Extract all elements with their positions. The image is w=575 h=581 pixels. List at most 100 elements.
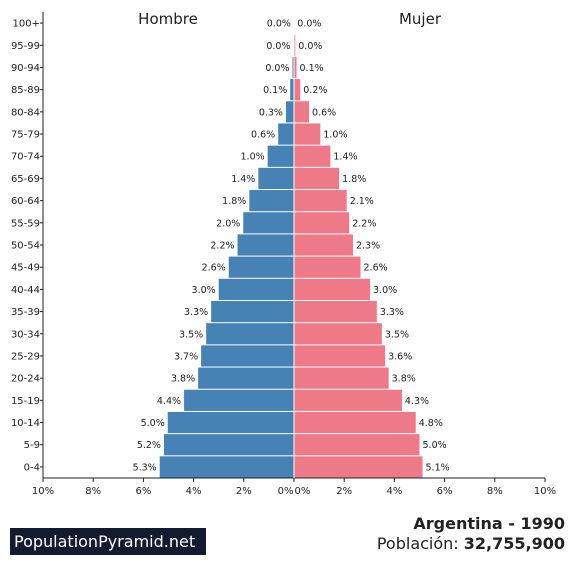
male-percent-label: 2.0% <box>216 218 240 229</box>
female-bar <box>294 34 296 56</box>
male-bar <box>285 101 294 123</box>
female-bar <box>294 300 377 323</box>
male-percent-label: 0.3% <box>259 107 283 118</box>
female-percent-label: 3.6% <box>388 351 412 362</box>
female-percent-label: 4.3% <box>405 396 429 407</box>
female-bar <box>294 167 340 190</box>
x-tick-label: 6% <box>437 486 453 497</box>
female-bar <box>294 256 361 278</box>
female-bar <box>294 367 389 389</box>
male-bar <box>167 411 294 434</box>
age-group-label: 75-79 <box>11 130 40 141</box>
x-tick-label: 2% <box>336 486 352 497</box>
male-bar <box>211 300 294 323</box>
female-percent-label: 0.6% <box>312 107 336 118</box>
female-percent-label: 2.6% <box>364 263 388 274</box>
female-percent-label: 3.5% <box>385 329 409 340</box>
male-bar <box>237 234 294 256</box>
male-bar <box>249 190 294 212</box>
female-percent-label: 5.0% <box>423 440 447 451</box>
age-group-label: 90-94 <box>11 63 40 74</box>
brand-logo[interactable]: PopulationPyramid.net <box>10 528 206 555</box>
male-percent-label: 0.0% <box>267 19 291 30</box>
female-bar <box>294 79 301 101</box>
age-group-label: 40-44 <box>11 285 40 296</box>
population-pyramid-chart: 100+ 0.0% 0.0% 95-99 0.0% 0.0% 90-94 0.0% 0.1% 85… <box>11 10 556 497</box>
female-percent-label: 0.2% <box>303 85 327 96</box>
male-bar <box>198 367 294 389</box>
age-group-label: 50-54 <box>11 241 40 252</box>
x-tick-label: 8% <box>85 486 101 497</box>
female-percent-label: 1.4% <box>333 152 357 163</box>
female-bar <box>294 278 371 300</box>
male-bar <box>206 323 294 345</box>
x-tick-label: 10% <box>32 486 54 497</box>
x-tick-label: 6% <box>135 486 151 497</box>
male-bar <box>184 389 294 411</box>
age-group-label: 65-69 <box>11 174 40 185</box>
male-percent-label: 4.4% <box>157 396 181 407</box>
female-percent-label: 2.2% <box>352 218 376 229</box>
male-percent-label: 3.3% <box>184 307 208 318</box>
female-percent-label: 2.3% <box>356 241 380 252</box>
age-group-label: 80-84 <box>11 107 40 118</box>
female-bar <box>294 389 402 411</box>
male-percent-label: 5.2% <box>137 440 161 451</box>
age-group-label: 85-89 <box>11 85 40 96</box>
male-percent-label: 1.8% <box>222 196 246 207</box>
female-percent-label: 3.3% <box>380 307 404 318</box>
male-percent-label: 3.0% <box>192 285 216 296</box>
female-bar <box>294 212 350 234</box>
age-group-label: 0-4 <box>24 462 40 473</box>
population-summary: Población: 32,755,900 <box>377 534 565 553</box>
x-tick-label: 0% <box>295 486 311 497</box>
age-group-label: 5-9 <box>24 440 40 451</box>
female-bar <box>294 101 310 123</box>
population-label: Población: <box>376 534 459 553</box>
male-percent-label: 0.1% <box>263 85 287 96</box>
female-bar <box>294 434 420 456</box>
chart-title: Argentina - 1990 <box>413 514 565 533</box>
x-tick-label: 0% <box>278 486 294 497</box>
male-bar <box>159 456 294 478</box>
age-group-label: 30-34 <box>11 329 40 340</box>
age-group-label: 15-19 <box>11 396 40 407</box>
male-bar <box>201 345 294 367</box>
female-percent-label: 0.0% <box>297 19 321 30</box>
female-side-label: Mujer <box>399 10 442 28</box>
age-group-label: 95-99 <box>11 41 40 52</box>
female-percent-label: 3.8% <box>392 374 416 385</box>
female-bar <box>294 56 297 79</box>
male-percent-label: 1.0% <box>241 152 265 163</box>
female-bar <box>294 411 416 434</box>
age-group-label: 25-29 <box>11 351 40 362</box>
male-bar <box>278 123 294 145</box>
male-percent-label: 0.6% <box>251 130 275 141</box>
male-percent-label: 1.4% <box>231 174 255 185</box>
female-percent-label: 1.0% <box>323 130 347 141</box>
female-percent-label: 5.1% <box>426 462 450 473</box>
female-bar <box>294 234 353 256</box>
male-percent-label: 5.0% <box>141 418 165 429</box>
age-group-label: 70-74 <box>11 152 40 163</box>
male-percent-label: 3.7% <box>174 351 198 362</box>
male-bar <box>218 278 294 300</box>
age-group-label: 55-59 <box>11 218 40 229</box>
male-bar <box>292 56 294 79</box>
x-tick-label: 4% <box>186 486 202 497</box>
female-bar <box>294 145 331 167</box>
female-bar <box>294 456 423 478</box>
age-group-label: 20-24 <box>11 374 40 385</box>
age-group-label: 60-64 <box>11 196 40 207</box>
age-group-label: 45-49 <box>11 263 40 274</box>
male-bar <box>243 212 294 234</box>
male-bar <box>258 167 294 190</box>
male-bar <box>163 434 294 456</box>
male-percent-label: 0.0% <box>266 41 290 52</box>
male-bar <box>290 79 294 101</box>
age-group-label: 10-14 <box>11 418 40 429</box>
male-percent-label: 0.0% <box>265 63 289 74</box>
female-percent-label: 3.0% <box>373 285 397 296</box>
male-percent-label: 3.8% <box>171 374 195 385</box>
male-percent-label: 3.5% <box>179 329 203 340</box>
